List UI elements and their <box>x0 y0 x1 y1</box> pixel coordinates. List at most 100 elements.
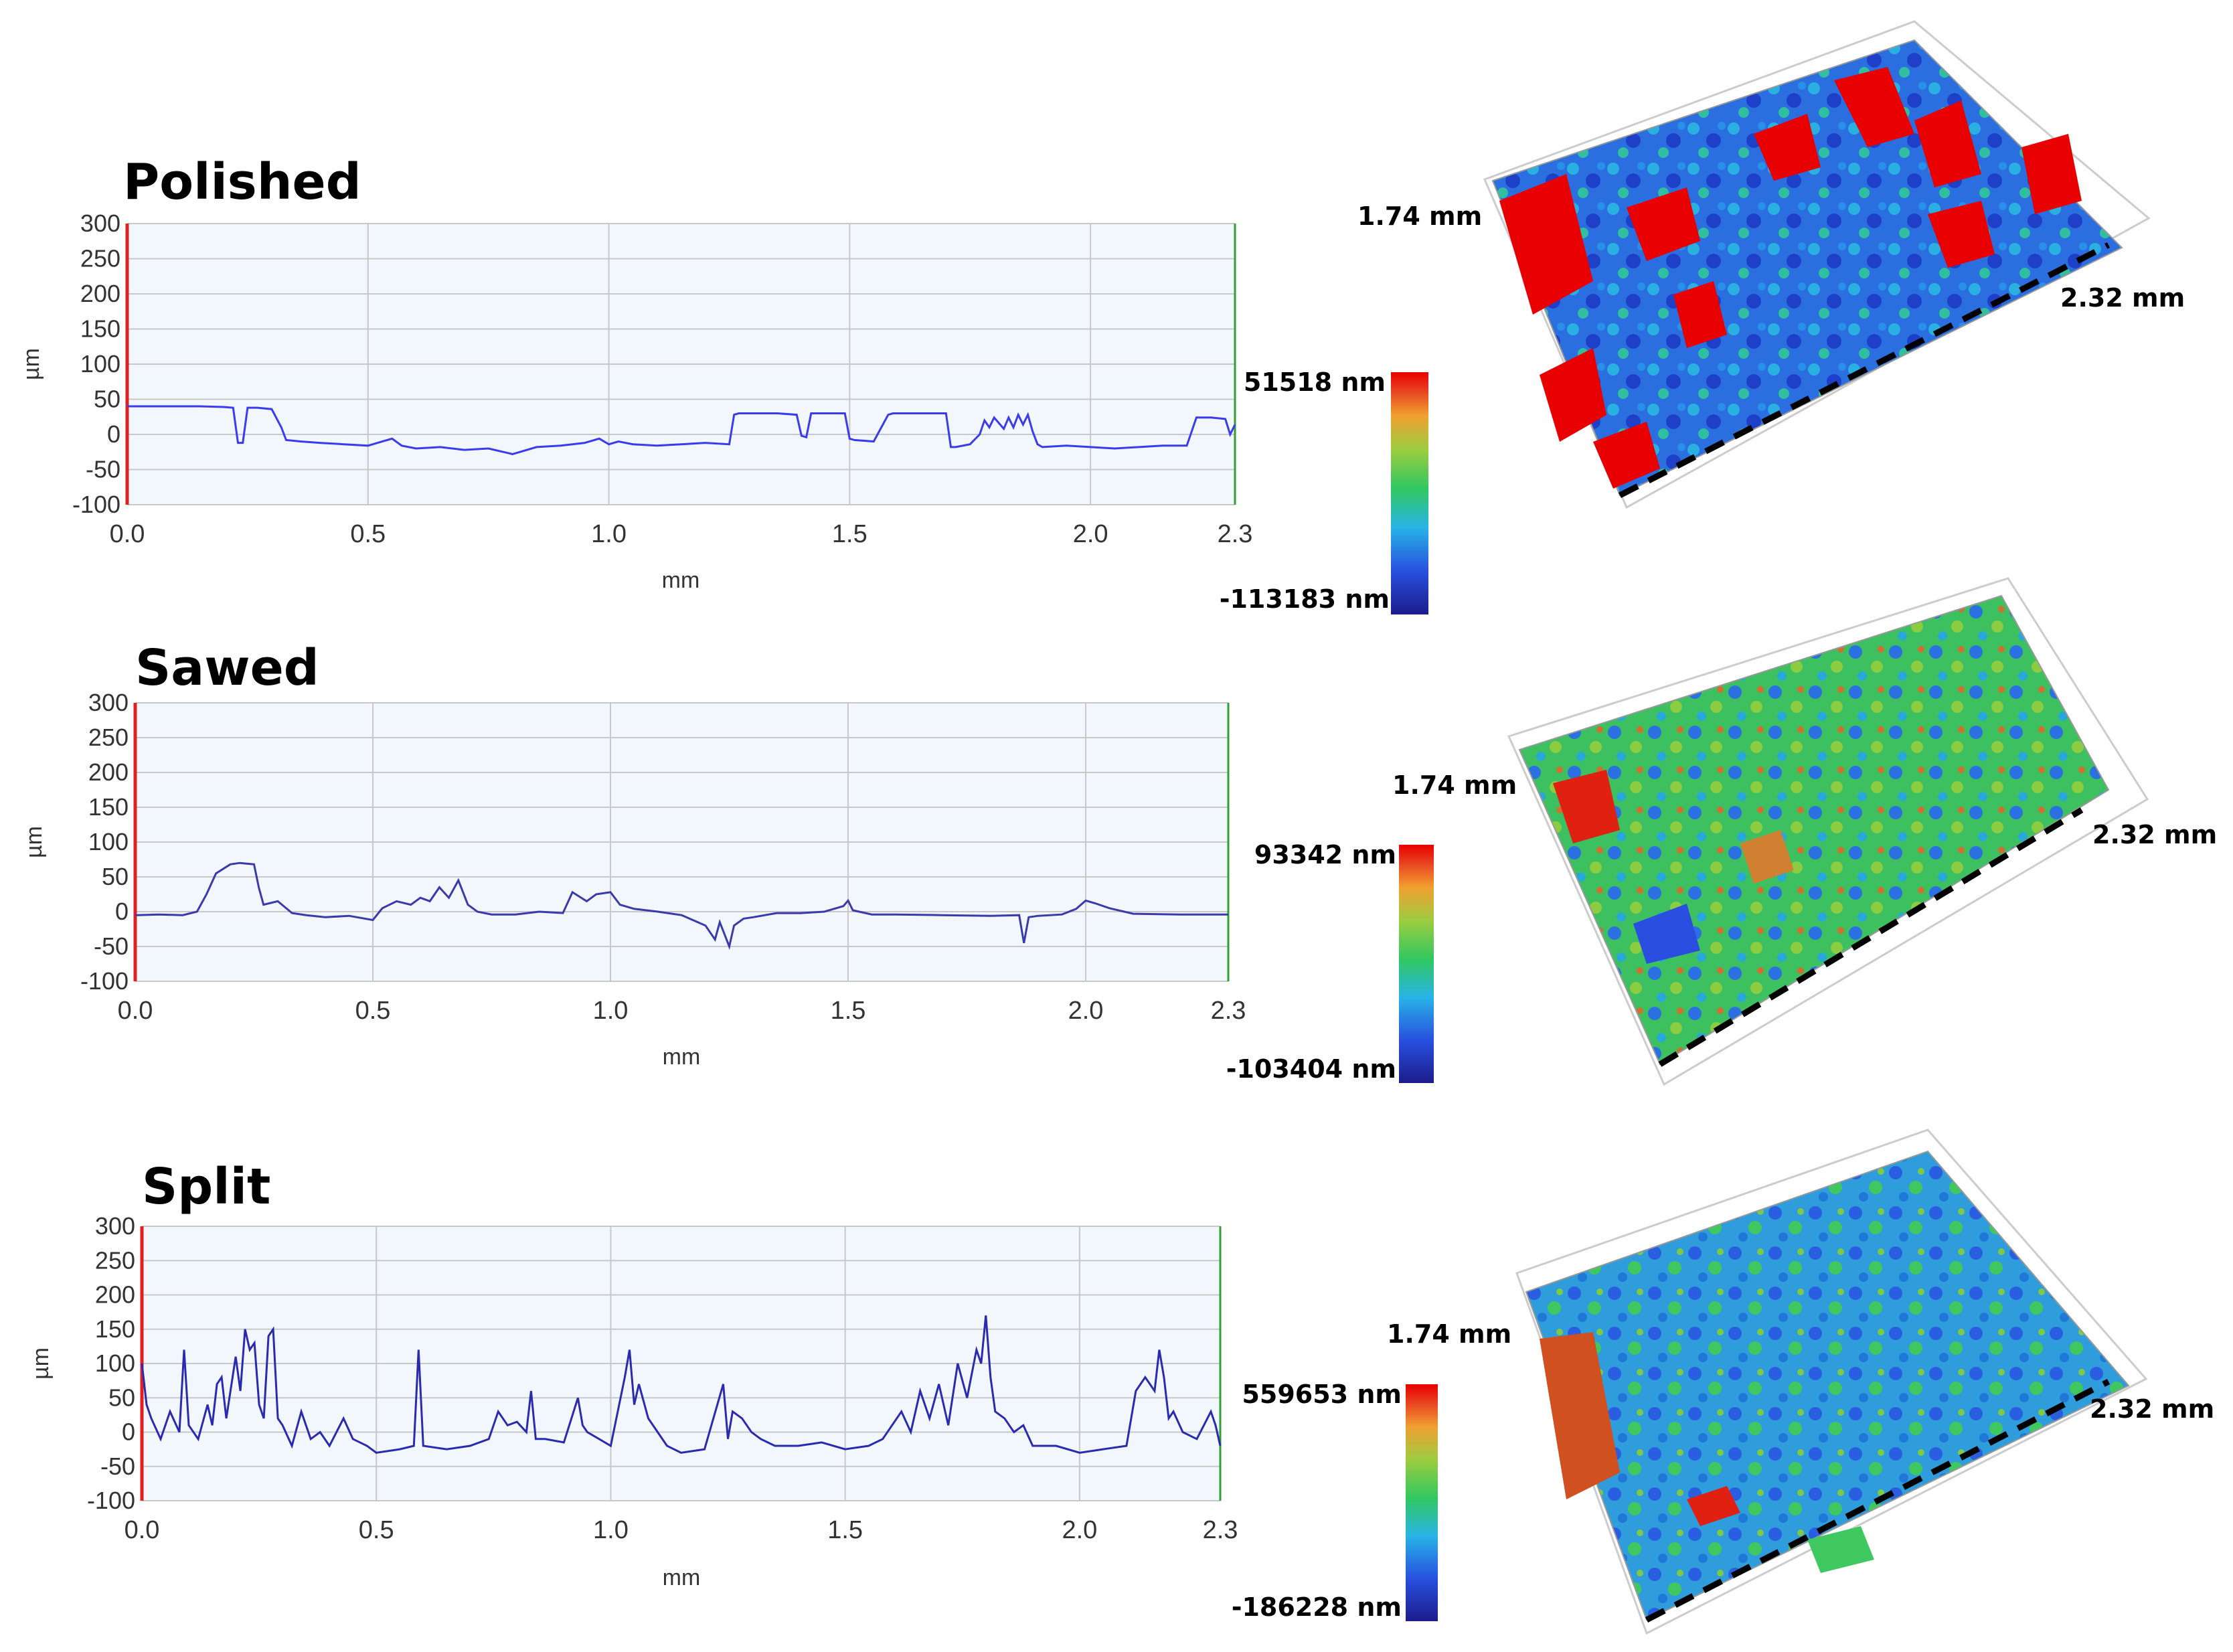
x-tick-labels: 0.0 0.5 1.0 1.5 2.0 2.3 <box>118 997 1246 1025</box>
x-tick-label: 0.0 <box>118 997 153 1025</box>
surface-length-label: 2.32 mm <box>2092 820 2217 849</box>
y-tick-label: 50 <box>108 1384 135 1411</box>
colorbar-gradient <box>1399 845 1434 1083</box>
x-tick-label: 2.3 <box>1203 1516 1238 1544</box>
x-tick-label: 1.5 <box>827 1516 863 1544</box>
surface-peak <box>1553 770 1620 843</box>
panel-title: Sawed <box>135 639 319 697</box>
y-tick-label: 0 <box>115 898 129 925</box>
series-line <box>135 861 1228 951</box>
surface-highlights <box>1540 1332 1874 1573</box>
surface-length-label: 2.32 mm <box>2060 283 2185 313</box>
y-axis-label: µm <box>28 1347 54 1380</box>
grid <box>127 223 1236 505</box>
y-tick-label: -100 <box>80 967 129 995</box>
colorbar-split: 559653 nm -186228 nm <box>1232 1380 1438 1622</box>
dashed-profile-line <box>1618 242 2111 499</box>
panel-polished: Polished 300 250 200 150 100 50 0 -50 -1… <box>19 153 1252 593</box>
surface-peak <box>1540 348 1606 442</box>
colorbar-polished: 51518 nm -113183 nm <box>1220 367 1428 614</box>
x-tick-label: 1.0 <box>591 520 627 548</box>
y-tick-labels: 300 250 200 150 100 50 0 -50 -100 <box>87 1212 135 1514</box>
x-tick-label: 0.5 <box>355 997 391 1025</box>
series-line <box>141 1315 1222 1454</box>
y-tick-labels: 300 250 200 150 100 50 0 -50 -100 <box>72 210 120 518</box>
x-tick-label: 1.5 <box>831 997 866 1025</box>
x-tick-labels: 0.0 0.5 1.0 1.5 2.0 2.3 <box>110 520 1253 548</box>
x-tick-label: 0.0 <box>125 1516 160 1544</box>
surface-peak <box>1914 100 1981 187</box>
y-tick-label: 150 <box>95 1315 135 1343</box>
y-tick-label: 150 <box>80 315 120 343</box>
y-tick-label: 250 <box>95 1246 135 1274</box>
y-tick-label: -100 <box>87 1487 135 1514</box>
surface-peaks <box>1499 67 2082 489</box>
series-line <box>127 405 1236 455</box>
surface-length-label: 2.32 mm <box>2090 1394 2214 1424</box>
x-tick-label: 1.0 <box>593 997 629 1025</box>
surface-sawed: 1.74 mm 2.32 mm <box>1392 577 2217 1086</box>
x-tick-label: 2.0 <box>1073 520 1108 548</box>
surface-peak <box>2021 134 2082 214</box>
surface-peak <box>1673 281 1727 348</box>
y-tick-label: 300 <box>80 210 120 237</box>
surface-peak <box>1928 201 1995 268</box>
y-tick-label: 50 <box>94 386 120 413</box>
x-tick-label: 1.5 <box>832 520 867 548</box>
panel-sawed: Sawed 300 250 200 150 100 50 0 -50 -100 … <box>21 639 1246 1070</box>
surface-peak <box>1754 114 1821 181</box>
y-tick-label: 150 <box>88 793 129 821</box>
colorbar-max-label: 559653 nm <box>1242 1380 1402 1409</box>
surface-peak <box>1740 830 1794 884</box>
y-tick-labels: 300 250 200 150 100 50 0 -50 -100 <box>80 689 129 995</box>
surface-peak <box>1807 1526 1874 1573</box>
colorbar-min-label: -186228 nm <box>1232 1592 1402 1622</box>
x-tick-labels: 0.0 0.5 1.0 1.5 2.0 2.3 <box>125 1516 1238 1544</box>
x-tick-label: 1.0 <box>593 1516 629 1544</box>
surface-peak <box>1540 1332 1620 1499</box>
colorbar-gradient <box>1406 1384 1438 1621</box>
colorbar-min-label: -103404 nm <box>1226 1054 1396 1084</box>
y-tick-label: 250 <box>88 724 129 751</box>
x-axis-label: mm <box>663 1044 701 1070</box>
surface-width-label: 1.74 mm <box>1387 1319 1511 1349</box>
dashed-profile-line <box>1658 807 2084 1067</box>
surface-highlights <box>1553 770 1794 964</box>
y-tick-label: -50 <box>100 1453 135 1480</box>
y-tick-label: 100 <box>80 350 120 378</box>
colorbar-gradient <box>1391 372 1428 614</box>
colorbar-max-label: 93342 nm <box>1254 840 1396 870</box>
y-axis-label: µm <box>19 348 44 380</box>
y-tick-label: 300 <box>88 689 129 716</box>
surface-peak <box>1627 187 1700 261</box>
x-axis-label: mm <box>663 1565 701 1590</box>
surface-peak <box>1633 904 1700 964</box>
panel-split: Split 300 250 200 150 100 50 0 -50 -100 … <box>28 1158 1238 1590</box>
surface-box-outline <box>1515 1129 2148 1635</box>
panel-title: Polished <box>123 153 361 211</box>
y-tick-label: 200 <box>80 280 120 307</box>
y-axis-label: µm <box>21 826 47 858</box>
y-tick-label: 250 <box>80 245 120 272</box>
x-tick-label: 0.0 <box>110 520 145 548</box>
surface-polished: 1.74 mm 2.32 mm <box>1357 20 2185 509</box>
surface-peak <box>1499 174 1593 315</box>
y-tick-label: -50 <box>86 456 120 483</box>
x-tick-label: 2.3 <box>1218 520 1253 548</box>
colorbar-max-label: 51518 nm <box>1244 367 1386 397</box>
panel-title: Split <box>142 1158 270 1216</box>
x-tick-label: 2.0 <box>1068 997 1104 1025</box>
y-tick-label: 100 <box>88 828 129 855</box>
y-tick-label: 50 <box>102 863 129 890</box>
surface-peak <box>1687 1486 1740 1526</box>
y-tick-label: -100 <box>72 491 120 518</box>
x-tick-label: 2.3 <box>1211 997 1246 1025</box>
y-tick-label: 200 <box>88 758 129 786</box>
x-tick-label: 0.5 <box>359 1516 394 1544</box>
surface-split: 1.74 mm 2.32 mm <box>1387 1129 2214 1635</box>
colorbar-sawed: 93342 nm -103404 nm <box>1226 840 1434 1084</box>
y-tick-label: 300 <box>95 1212 135 1240</box>
y-tick-label: -50 <box>94 932 129 960</box>
x-axis-label: mm <box>662 568 700 593</box>
